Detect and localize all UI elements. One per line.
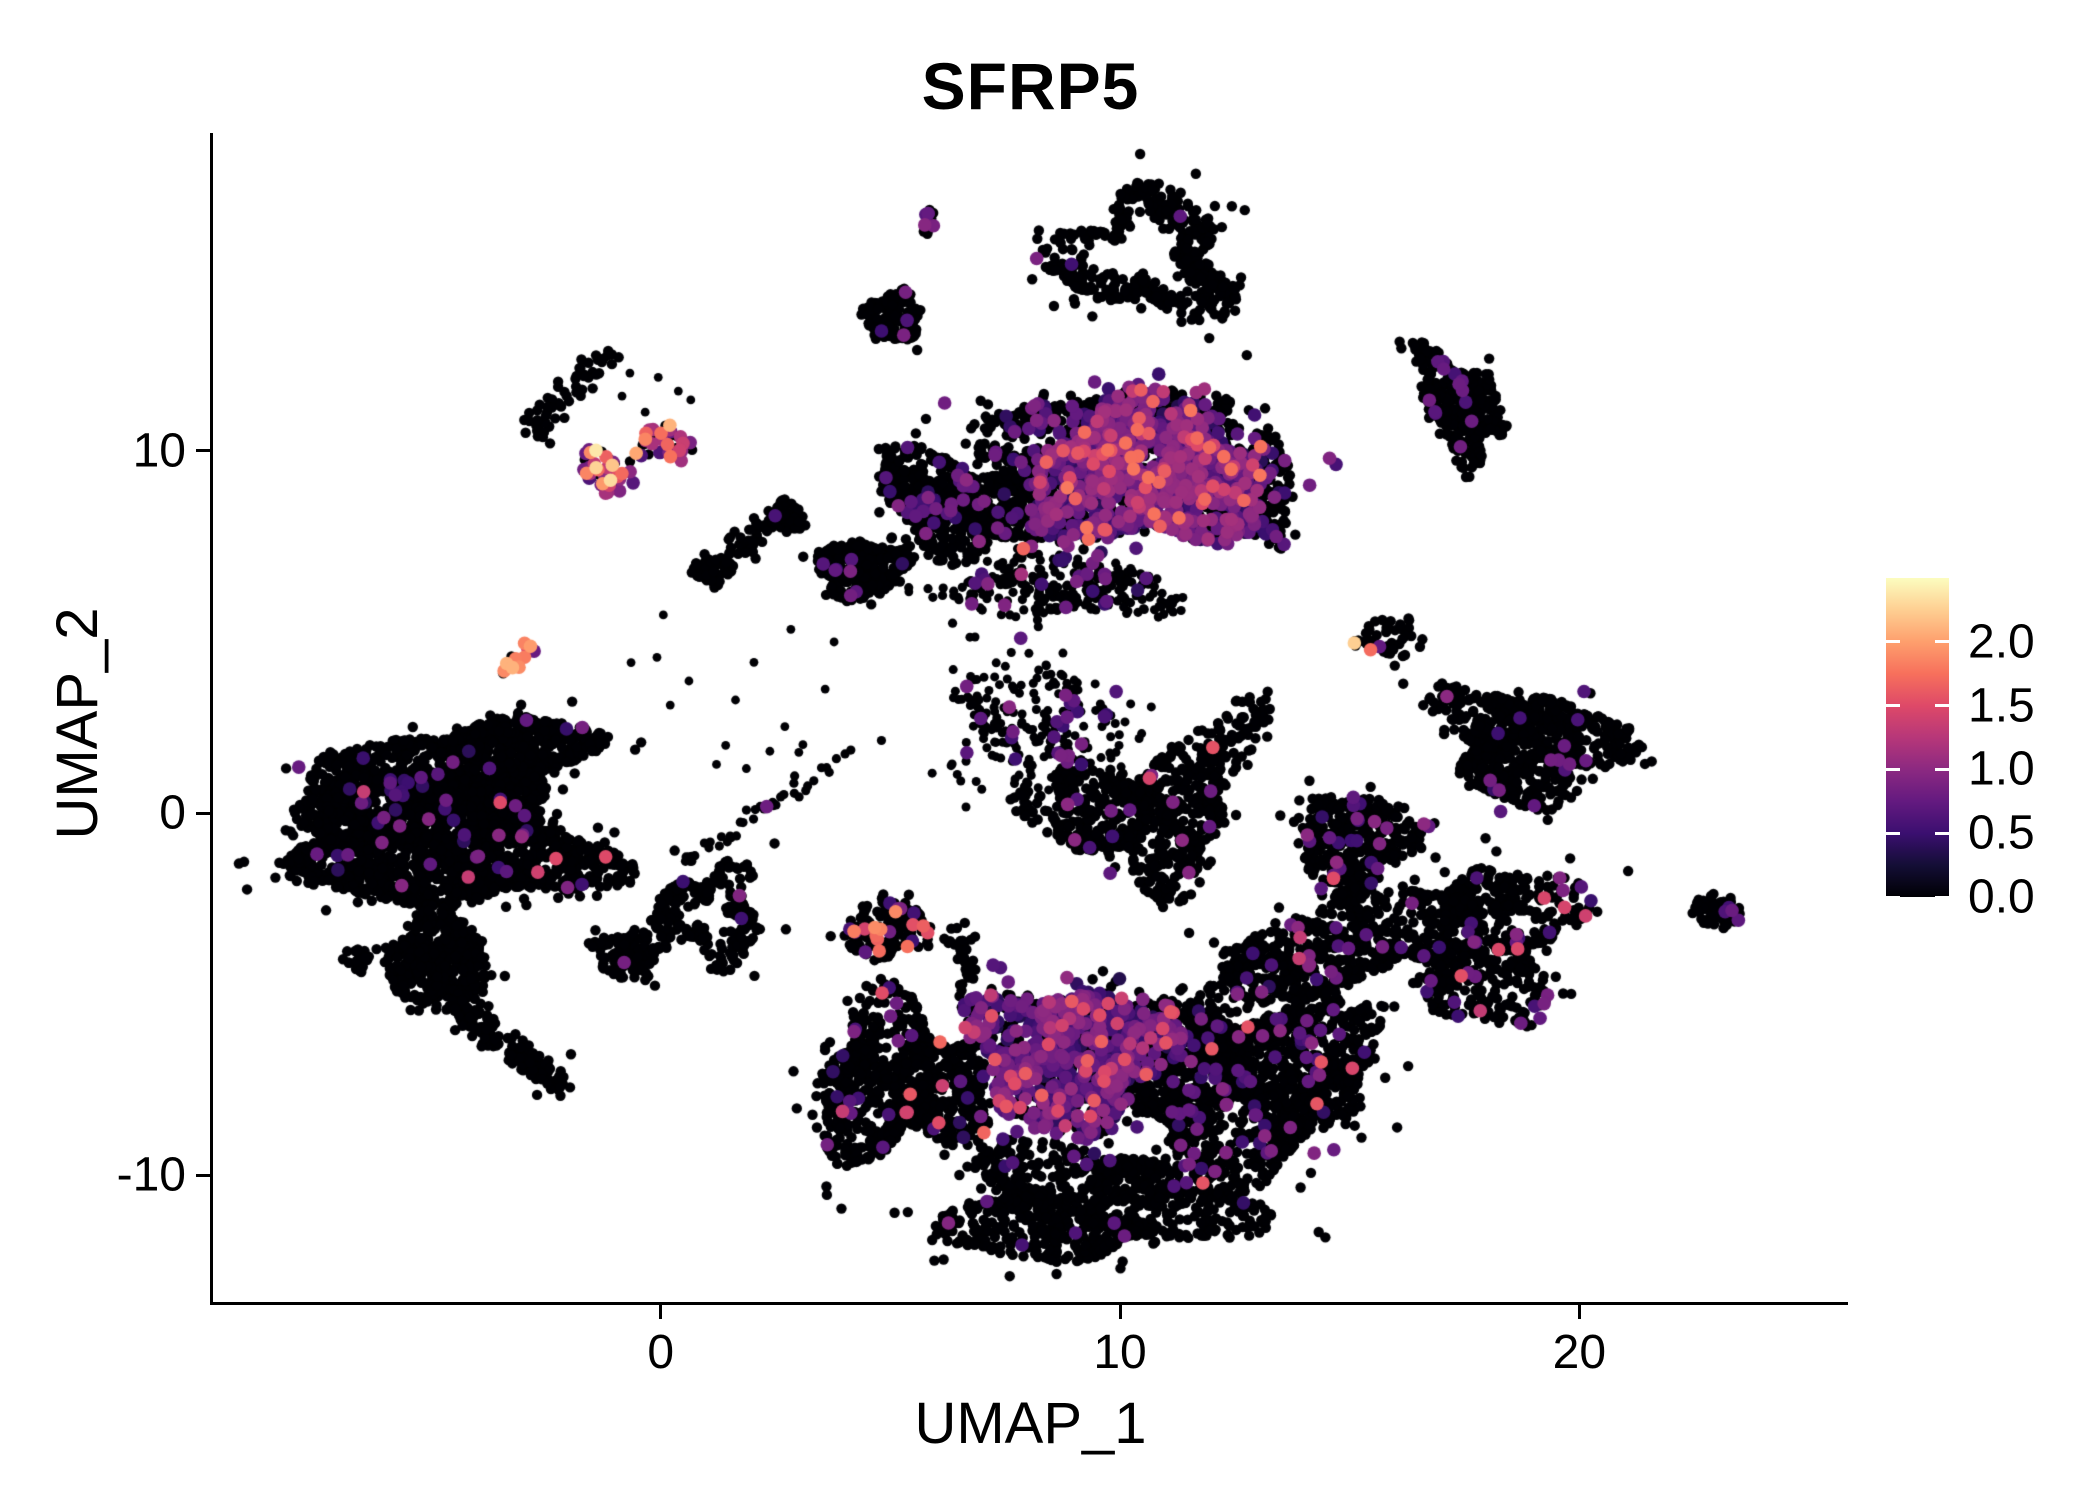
y-tick-label: 10 (132, 424, 186, 478)
colorbar-label: 1.0 (1968, 742, 2035, 796)
x-tick-label: 0 (647, 1326, 675, 1379)
colorbar-tick-right (1935, 640, 1949, 644)
x-tick-mark (1118, 1305, 1122, 1319)
x-tick-label: 20 (1552, 1326, 1607, 1379)
x-tick-label: 10 (1093, 1326, 1147, 1379)
y-tick-mark (196, 811, 210, 815)
y-tick-label: -10 (116, 1148, 186, 1202)
x-axis-label: UMAP_1 (914, 1391, 1147, 1456)
colorbar-tick-left (1886, 640, 1900, 644)
colorbar-tick-left (1886, 704, 1900, 708)
colorbar-tick-right (1935, 831, 1949, 835)
y-axis-label: UMAP_2 (45, 607, 110, 840)
colorbar-tick-right (1935, 704, 1949, 708)
colorbar-tick-right (1935, 767, 1949, 771)
colorbar-tick-left (1886, 895, 1900, 899)
y-tick-mark (196, 449, 210, 453)
y-tick-mark (196, 1173, 210, 1177)
colorbar-tick-left (1886, 767, 1900, 771)
colorbar-tick-right (1935, 895, 1949, 899)
colorbar-label: 2.0 (1968, 615, 2035, 669)
plot-title: SFRP5 (921, 49, 1140, 123)
colorbar-label: 0.5 (1968, 806, 2035, 860)
colorbar-gradient (1886, 578, 1949, 897)
x-axis-line (210, 1302, 1848, 1305)
x-tick-mark (659, 1305, 663, 1319)
colorbar-label: 1.5 (1968, 679, 2035, 733)
y-axis-line (210, 133, 213, 1305)
colorbar-tick-left (1886, 831, 1900, 835)
y-tick-label: 0 (159, 786, 186, 840)
colorbar-label: 0.0 (1968, 870, 2035, 924)
x-tick-mark (1577, 1305, 1581, 1319)
